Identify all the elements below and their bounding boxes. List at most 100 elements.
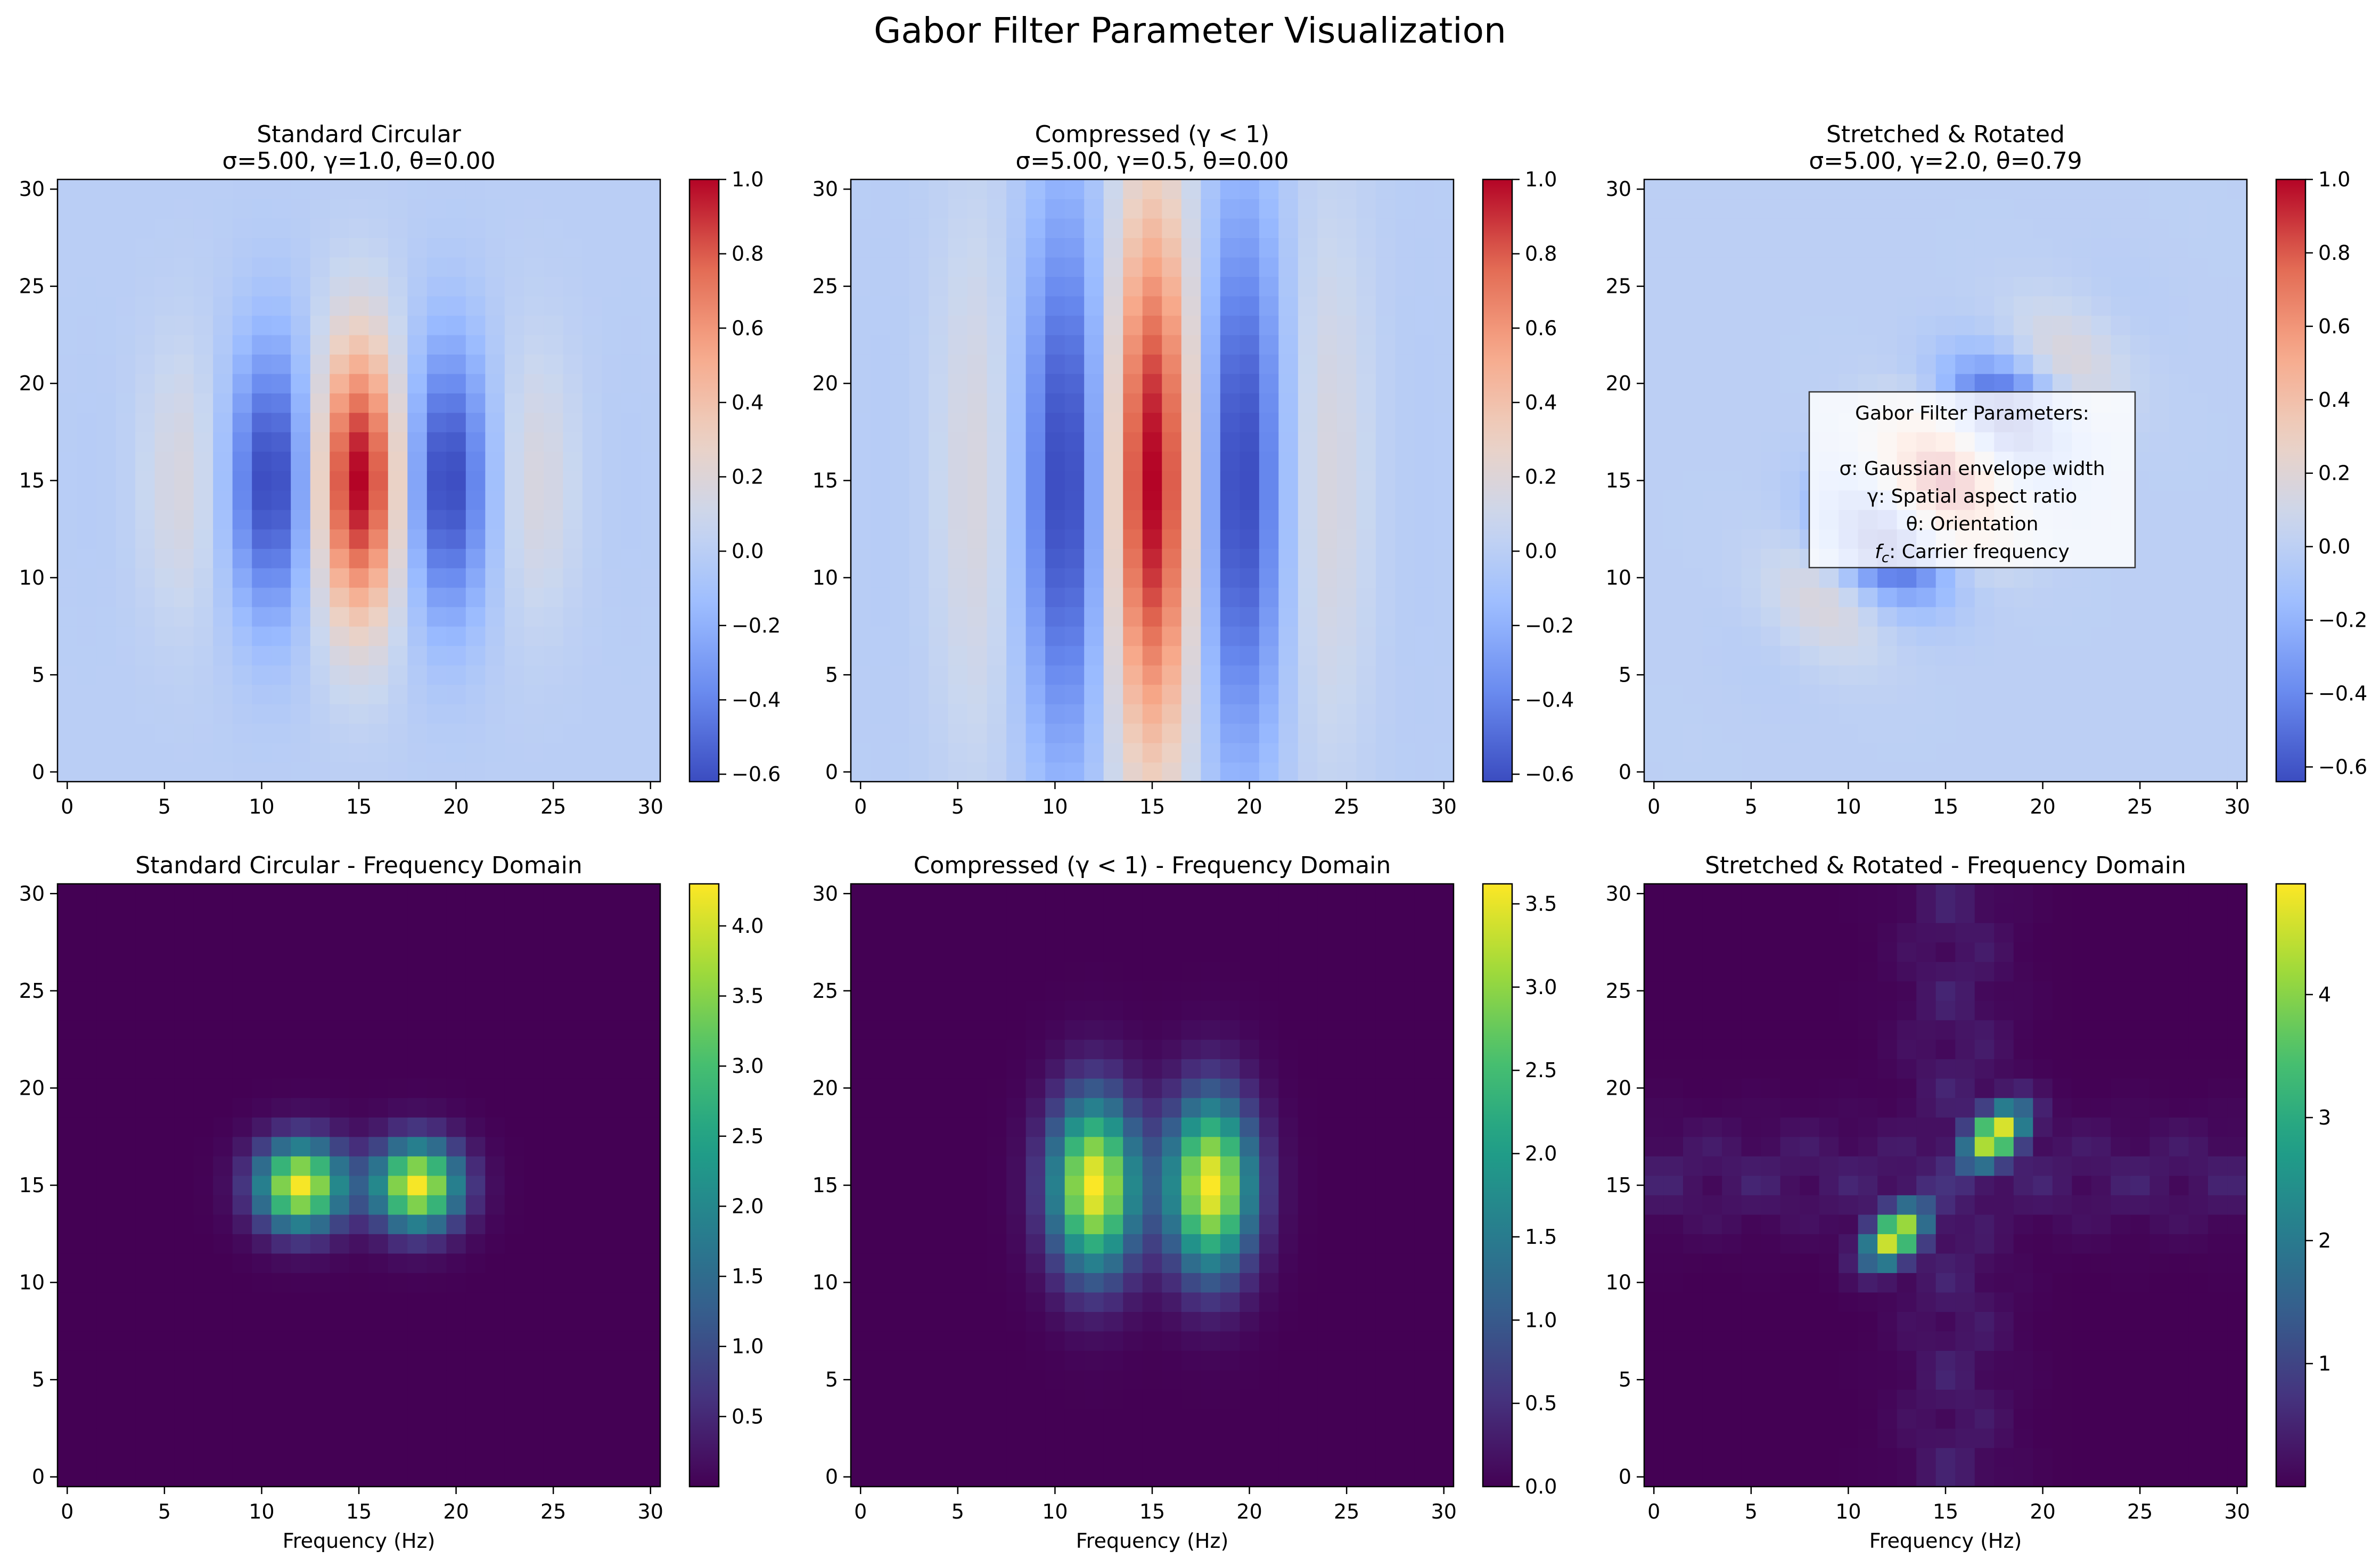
- heatmap-cell: [504, 981, 524, 1001]
- heatmap-cell: [1702, 373, 1722, 393]
- heatmap-cell: [582, 432, 603, 452]
- heatmap-cell: [1356, 1369, 1376, 1390]
- heatmap-cell: [504, 315, 524, 335]
- heatmap-cell: [1278, 296, 1299, 316]
- heatmap-cell: [213, 723, 233, 743]
- heatmap-cell: [2052, 373, 2072, 393]
- heatmap-cell: [1317, 218, 1337, 239]
- heatmap-cell: [2169, 199, 2189, 219]
- heatmap-cell: [1395, 1389, 1415, 1409]
- heatmap-cell: [1356, 903, 1376, 923]
- heatmap-cell: [870, 373, 890, 393]
- heatmap-cell: [426, 510, 447, 530]
- heatmap-cell: [407, 296, 428, 316]
- heatmap-cell: [2188, 743, 2209, 763]
- heatmap-cell: [252, 645, 272, 666]
- heatmap-cell: [1123, 199, 1143, 219]
- heatmap-cell: [193, 237, 214, 258]
- heatmap-cell: [582, 1097, 603, 1118]
- heatmap-cell: [485, 1369, 505, 1390]
- heatmap-cell: [890, 1195, 910, 1215]
- heatmap-cell: [77, 257, 97, 277]
- heatmap-cell: [213, 179, 233, 200]
- heatmap-cell: [870, 412, 890, 432]
- heatmap-cell: [1414, 315, 1435, 335]
- heatmap-cell: [641, 334, 661, 355]
- heatmap-cell: [1220, 471, 1240, 491]
- heatmap-cell: [1336, 412, 1357, 432]
- heatmap-cell: [310, 1039, 330, 1060]
- heatmap-cell: [465, 1234, 486, 1254]
- heatmap-cell: [1395, 1214, 1415, 1234]
- heatmap-cell: [388, 179, 408, 200]
- heatmap-cell: [967, 373, 988, 393]
- heatmap-cell: [1045, 743, 1065, 763]
- heatmap-cell: [485, 665, 505, 685]
- heatmap-cell: [1162, 1097, 1182, 1118]
- heatmap-cell: [1395, 1156, 1415, 1176]
- heatmap-cell: [271, 315, 291, 335]
- heatmap-cell: [135, 684, 155, 704]
- heatmap-cell: [310, 1350, 330, 1371]
- y-tick-label: 5: [32, 1368, 45, 1391]
- heatmap-cell: [446, 1020, 466, 1040]
- heatmap-cell: [1006, 903, 1027, 923]
- heatmap-cell: [602, 704, 622, 724]
- heatmap-cell: [870, 1020, 890, 1040]
- heatmap-cell: [1317, 1234, 1337, 1254]
- heatmap-cell: [135, 626, 155, 646]
- heatmap-cell: [1702, 568, 1722, 588]
- heatmap-cell: [1994, 334, 2014, 355]
- heatmap-cell: [1103, 1428, 1123, 1448]
- heatmap-cell: [582, 1408, 603, 1429]
- heatmap-cell: [1819, 179, 1839, 200]
- heatmap-cell: [1025, 548, 1046, 569]
- heatmap-cell: [1259, 942, 1279, 962]
- heatmap-cell: [1317, 1097, 1337, 1118]
- heatmap-cell: [1064, 276, 1085, 297]
- heatmap-cell: [116, 257, 136, 277]
- heatmap-cell: [232, 1331, 252, 1351]
- heatmap-cell: [948, 218, 968, 239]
- heatmap-cell: [1103, 626, 1123, 646]
- heatmap-cell: [232, 568, 252, 588]
- heatmap-cell: [2111, 665, 2131, 685]
- heatmap-cell: [349, 606, 369, 627]
- heatmap-cell: [1336, 199, 1357, 219]
- heatmap-cell: [851, 1467, 871, 1487]
- heatmap-cell: [1644, 257, 1664, 277]
- heatmap-cell: [232, 626, 252, 646]
- heatmap-cell: [232, 1020, 252, 1040]
- heatmap-cell: [1278, 237, 1299, 258]
- heatmap-cell: [232, 981, 252, 1001]
- heatmap-cell: [485, 1195, 505, 1215]
- heatmap-cell: [1142, 1195, 1162, 1215]
- heatmap-cell: [1240, 723, 1260, 743]
- heatmap-cell: [1084, 962, 1104, 982]
- x-tick-label: 0: [61, 1500, 73, 1523]
- heatmap-cell: [174, 1097, 194, 1118]
- heatmap-cell: [641, 884, 661, 904]
- heatmap-cell: [446, 1369, 466, 1390]
- heatmap-cell: [1103, 1000, 1123, 1021]
- heatmap-cell: [1006, 1097, 1027, 1118]
- heatmap-cell: [851, 1020, 871, 1040]
- heatmap-cell: [1375, 1156, 1396, 1176]
- heatmap-cell: [1916, 587, 1936, 608]
- heatmap-cell: [641, 981, 661, 1001]
- heatmap-cell: [890, 1078, 910, 1098]
- heatmap-cell: [1259, 412, 1279, 432]
- heatmap-cell: [1897, 587, 1917, 608]
- heatmap-cell: [1375, 665, 1396, 685]
- heatmap-cell: [116, 1273, 136, 1293]
- heatmap-cell: [232, 884, 252, 904]
- heatmap-cell: [1298, 315, 1318, 335]
- heatmap-cell: [1414, 1253, 1435, 1273]
- heatmap-cell: [174, 237, 194, 258]
- heatmap-cell: [154, 510, 175, 530]
- heatmap-cell: [154, 1039, 175, 1060]
- heatmap-cell: [1278, 1117, 1299, 1137]
- heatmap-cell: [116, 1428, 136, 1448]
- heatmap-cell: [524, 490, 544, 510]
- heatmap-cell: [2111, 218, 2131, 239]
